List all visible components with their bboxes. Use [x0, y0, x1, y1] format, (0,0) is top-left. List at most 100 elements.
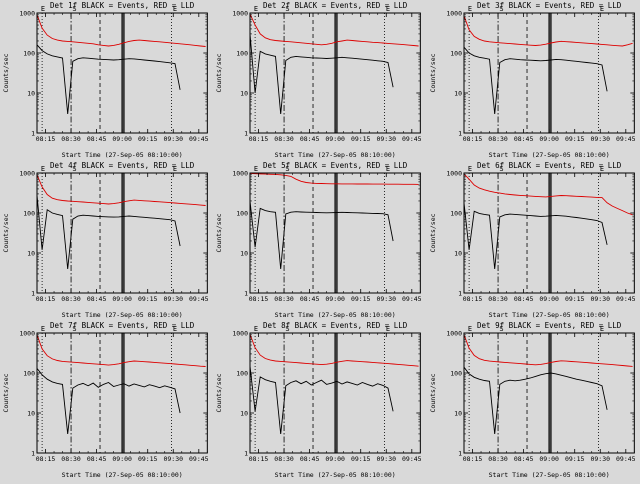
y-tick-label: 10	[454, 249, 462, 257]
plot-frame	[249, 332, 422, 454]
x-tick-label: 09:45	[402, 455, 422, 463]
detector-panel: Det 5f BLACK = Events, RED = LLD 1 10 100 10…	[213, 160, 426, 320]
x-tick-label: 08:45	[87, 135, 107, 143]
y-axis-label: Counts/sec	[215, 373, 223, 412]
x-tick-label: 09:15	[138, 455, 158, 463]
event-marker-label: S	[286, 165, 290, 173]
chart-title: Det 5f BLACK = Events, RED = LLD	[263, 161, 408, 170]
x-tick-label: 08:15	[36, 455, 56, 463]
x-tick-label: 09:15	[351, 455, 371, 463]
y-tick-label: 1	[31, 449, 35, 457]
x-tick-label: 09:15	[351, 295, 371, 303]
y-tick-label: 100	[450, 49, 462, 57]
chart-title: Det 7f BLACK = Events, RED = LLD	[50, 321, 195, 330]
series-events	[36, 195, 181, 269]
x-axis-label: Start Time (27-Sep-05 08:10:00)	[488, 471, 609, 479]
y-tick-label: 100	[237, 369, 249, 377]
x-tick-label: 09:15	[351, 135, 371, 143]
y-tick-label: 1000	[233, 169, 249, 177]
x-tick-label: 08:15	[462, 295, 482, 303]
y-tick-label: 1000	[233, 329, 249, 337]
plot: Det 2f BLACK = Events, RED = LLD 1 10 100 10…	[215, 1, 422, 159]
x-tick-label: 08:30	[488, 135, 508, 143]
x-tick-label: 09:45	[402, 135, 422, 143]
x-tick-label: 09:45	[189, 455, 209, 463]
series-events	[463, 46, 608, 114]
plot: Det 1f BLACK = Events, RED = LLD 1 10 100 10…	[2, 1, 209, 159]
y-axis-label: Counts/sec	[429, 373, 437, 412]
event-marker-label: E	[468, 165, 472, 173]
series-lld	[36, 174, 206, 206]
y-tick-label: 1000	[19, 169, 35, 177]
y-tick-label: 1	[31, 289, 35, 297]
event-marker-label: S	[286, 325, 290, 333]
x-axis-label: Start Time (27-Sep-05 08:10:00)	[275, 151, 396, 159]
y-tick-label: 100	[23, 49, 35, 57]
x-tick-label: 09:30	[163, 295, 183, 303]
event-marker-label: E	[173, 165, 177, 173]
event-marker-label: E	[386, 325, 390, 333]
chart-title: Det 9f BLACK = Events, RED = LLD	[477, 321, 622, 330]
plot-frame	[36, 332, 208, 454]
plot: Det 7f BLACK = Events, RED = LLD 1 10 100 10…	[2, 321, 209, 479]
y-axis-label: Counts/sec	[2, 373, 10, 412]
x-tick-label: 08:45	[300, 455, 320, 463]
y-tick-label: 100	[237, 49, 249, 57]
y-tick-label: 10	[27, 89, 35, 97]
plot: Det 4f BLACK = Events, RED = LLD 1 10 100 10…	[2, 161, 209, 319]
y-tick-label: 10	[454, 409, 462, 417]
plot: Det 9f BLACK = Events, RED = LLD 1 10 100 10…	[429, 321, 636, 479]
x-tick-label: 08:15	[462, 455, 482, 463]
x-tick-label: 09:45	[189, 295, 209, 303]
x-tick-label: 09:30	[163, 455, 183, 463]
chart-title: Det 1f BLACK = Events, RED = LLD	[50, 1, 195, 10]
x-tick-label: 09:30	[377, 455, 397, 463]
x-tick-label: 09:45	[616, 455, 636, 463]
detector-panel: Det 3f BLACK = Events, RED = LLD 1 10 100 10…	[427, 0, 640, 160]
event-marker-label: E	[600, 325, 604, 333]
y-tick-label: 100	[23, 369, 35, 377]
y-axis-label: Counts/sec	[215, 53, 223, 92]
event-marker-label: E	[386, 5, 390, 13]
x-tick-label: 09:15	[565, 295, 585, 303]
y-tick-label: 10	[241, 249, 249, 257]
series-lld	[36, 14, 206, 47]
series-lld	[249, 13, 419, 47]
y-axis-label: Counts/sec	[429, 213, 437, 252]
x-axis-label: Start Time (27-Sep-05 08:10:00)	[488, 151, 609, 159]
series-events	[36, 368, 181, 434]
x-tick-label: 08:30	[61, 455, 81, 463]
x-tick-label: 09:00	[326, 135, 346, 143]
y-tick-label: 1000	[19, 329, 35, 337]
x-tick-label: 09:00	[539, 455, 559, 463]
x-tick-label: 09:15	[565, 455, 585, 463]
y-tick-label: 10	[27, 409, 35, 417]
detector-panel: Det 1f BLACK = Events, RED = LLD 1 10 100 10…	[0, 0, 213, 160]
y-tick-label: 1000	[446, 169, 462, 177]
event-marker-label: E	[41, 165, 45, 173]
x-tick-label: 09:30	[163, 135, 183, 143]
x-tick-label: 08:30	[488, 295, 508, 303]
series-lld	[463, 173, 633, 216]
y-tick-label: 1	[244, 449, 248, 457]
x-tick-label: 08:15	[462, 135, 482, 143]
y-tick-label: 1	[458, 449, 462, 457]
y-tick-label: 10	[241, 409, 249, 417]
x-tick-label: 08:45	[87, 455, 107, 463]
x-tick-label: 08:30	[275, 295, 295, 303]
x-tick-label: 09:00	[326, 455, 346, 463]
y-tick-label: 10	[241, 89, 249, 97]
y-tick-label: 100	[237, 209, 249, 217]
x-tick-label: 09:00	[112, 135, 132, 143]
event-marker-label: E	[254, 165, 258, 173]
x-tick-label: 09:00	[326, 295, 346, 303]
event-marker-label: S	[499, 325, 503, 333]
series-events	[463, 202, 608, 269]
y-axis-label: Counts/sec	[215, 213, 223, 252]
x-tick-label: 08:30	[61, 135, 81, 143]
series-lld	[249, 334, 419, 367]
event-marker-label: E	[600, 165, 604, 173]
detector-panel: Det 7f BLACK = Events, RED = LLD 1 10 100 10…	[0, 320, 213, 480]
series-lld	[463, 15, 633, 47]
